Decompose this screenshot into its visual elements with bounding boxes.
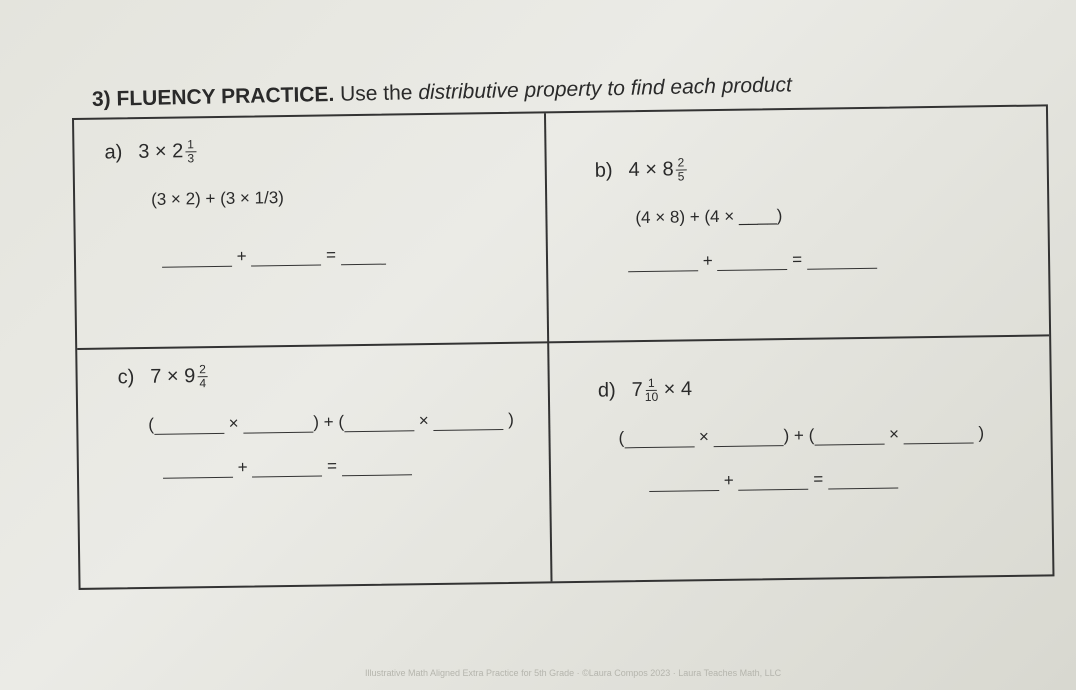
problem-label: c)	[117, 366, 135, 389]
instruction-italic: distributive property to find each produ…	[418, 73, 793, 105]
step-1: ( × ) + ( × )	[618, 423, 985, 449]
divider	[77, 334, 1050, 350]
answer-blank[interactable]	[153, 416, 225, 435]
instruction: Use the	[339, 81, 413, 106]
answer-blank[interactable]	[433, 413, 504, 431]
answer-blank[interactable]	[649, 474, 720, 492]
section-title: FLUENCY PRACTICE.	[116, 82, 335, 111]
answer-blank[interactable]	[340, 247, 386, 266]
step-2: + =	[161, 245, 386, 268]
answer-blank[interactable]	[243, 415, 314, 434]
answer-blank[interactable]	[341, 458, 412, 477]
answer-blank[interactable]	[903, 426, 974, 445]
step-2: + =	[627, 249, 877, 273]
problem-label: d)	[597, 379, 616, 402]
answer-blank[interactable]	[343, 414, 415, 433]
step-1: ( × ) + ( × )	[148, 409, 514, 435]
expression: 7 1 10 × 4	[631, 375, 693, 405]
step-1: (3 × 2) + (3 × 1/3)	[151, 188, 285, 209]
answer-blank[interactable]	[806, 251, 877, 270]
answer-blank[interactable]	[713, 429, 784, 448]
answer-blank[interactable]	[251, 248, 322, 267]
divider	[543, 113, 553, 582]
answer-blank[interactable]	[627, 254, 699, 273]
answer-blank[interactable]	[717, 253, 788, 272]
answer-blank[interactable]	[814, 427, 885, 446]
step-1: (4 × 8) + (4 × ____)	[635, 206, 783, 228]
answer-blank[interactable]	[624, 430, 695, 449]
answer-blank[interactable]	[252, 459, 323, 478]
section-number: 3)	[91, 87, 111, 111]
problem-label: a)	[104, 141, 123, 164]
problem-label: b)	[594, 159, 613, 182]
footer-copyright: Illustrative Math Aligned Extra Practice…	[365, 668, 782, 678]
problem-d: d) 7 1 10 × 4 ( × ) + ( × ) + =	[598, 372, 985, 492]
step-2: + =	[649, 467, 985, 492]
answer-blank[interactable]	[161, 249, 233, 268]
step-2: + =	[162, 454, 515, 479]
section-heading: 3) FLUENCY PRACTICE. Use the distributiv…	[92, 73, 792, 112]
answer-blank[interactable]	[162, 460, 234, 479]
answer-blank[interactable]	[827, 471, 899, 490]
answer-blank[interactable]	[738, 472, 809, 491]
